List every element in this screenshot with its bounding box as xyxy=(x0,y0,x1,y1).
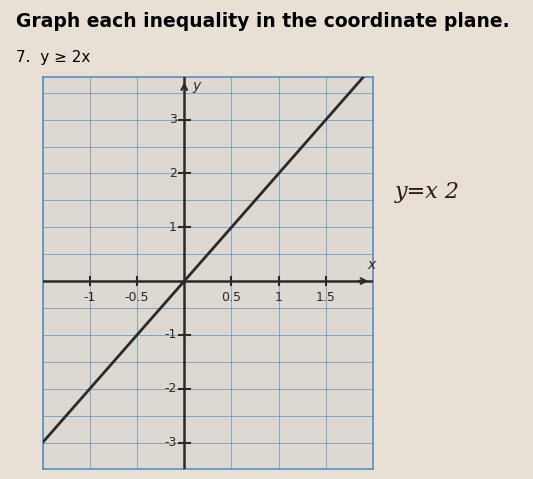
Text: 2: 2 xyxy=(169,167,177,180)
Text: -2: -2 xyxy=(164,382,177,395)
Text: 1: 1 xyxy=(169,221,177,234)
Text: -1: -1 xyxy=(164,329,177,342)
Text: x: x xyxy=(367,258,375,272)
Text: -1: -1 xyxy=(84,291,96,304)
Text: Graph each inequality in the coordinate plane.: Graph each inequality in the coordinate … xyxy=(16,12,510,31)
Text: 1.5: 1.5 xyxy=(316,291,336,304)
Text: 3: 3 xyxy=(169,113,177,126)
Text: 0.5: 0.5 xyxy=(222,291,241,304)
Text: 7.  y ≥ 2x: 7. y ≥ 2x xyxy=(16,50,91,65)
Text: -0.5: -0.5 xyxy=(125,291,149,304)
Text: y=x 2: y=x 2 xyxy=(394,181,459,203)
Text: -3: -3 xyxy=(164,436,177,449)
Text: y: y xyxy=(193,80,201,93)
Text: 1: 1 xyxy=(274,291,282,304)
